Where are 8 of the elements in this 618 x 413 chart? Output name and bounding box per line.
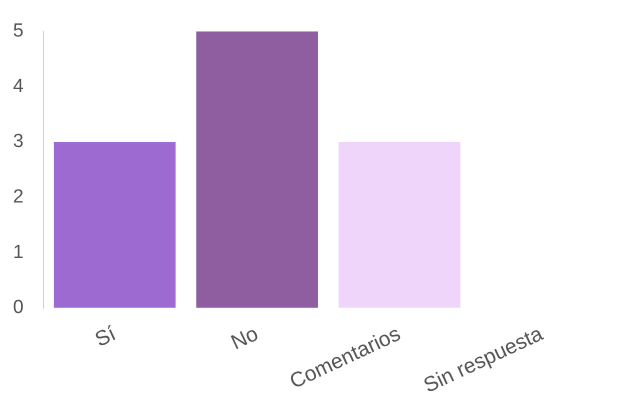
y-tick-label: 4: [12, 76, 24, 97]
y-tick-label: 5: [12, 20, 24, 42]
y-tick-label: 2: [12, 186, 24, 208]
y-tick-label: 3: [12, 131, 24, 152]
x-tick-label: Sí: [92, 322, 120, 352]
y-tick-label: 1: [12, 242, 24, 263]
x-tick-label: No: [228, 322, 262, 354]
y-tick-label: 0: [12, 297, 24, 318]
